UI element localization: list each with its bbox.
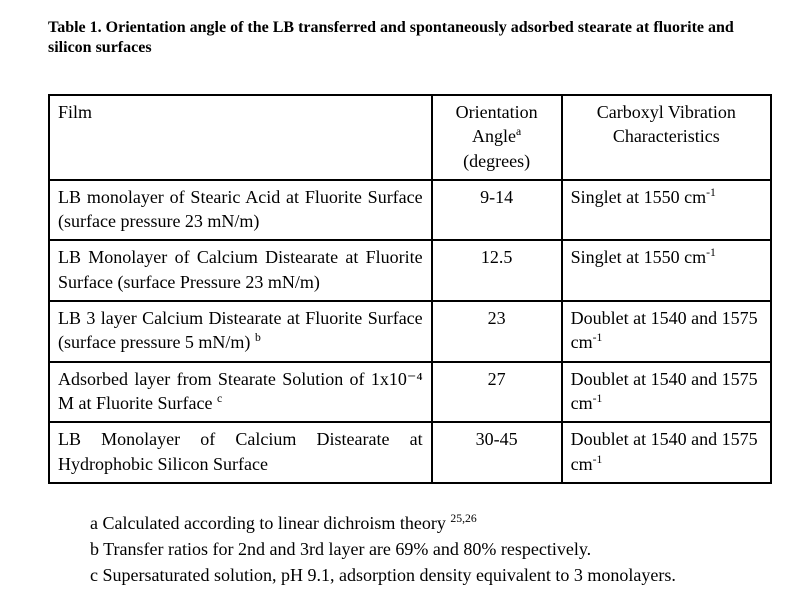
cell-film: LB 3 layer Calcium Distearate at Fluorit… [49,301,432,362]
cell-film: LB monolayer of Stearic Acid at Fluorite… [49,180,432,241]
header-angle-l2: Angle [472,126,516,146]
table-row: Adsorbed layer from Stearate Solution of… [49,362,771,423]
header-carb: Carboxyl Vibration Characteristics [562,95,771,180]
cell-angle: 23 [432,301,562,362]
header-carb-l1: Carboxyl Vibration [597,102,736,122]
cell-angle: 9-14 [432,180,562,241]
cell-angle: 30-45 [432,422,562,483]
header-film-text: Film [58,102,92,122]
cell-carb: Doublet at 1540 and 1575 cm-1 [562,301,771,362]
table-header-row: Film Orientation Anglea (degrees) Carbox… [49,95,771,180]
table-row: LB monolayer of Stearic Acid at Fluorite… [49,180,771,241]
cell-film-text: LB monolayer of Stearic Acid at Fluorite… [58,187,423,231]
cell-film: Adsorbed layer from Stearate Solution of… [49,362,432,423]
cell-carb: Doublet at 1540 and 1575 cm-1 [562,422,771,483]
cell-film-text: LB Monolayer of Calcium Distearate at Hy… [58,429,423,473]
footnote-a-text: a Calculated according to linear dichroi… [90,513,450,533]
cell-film: LB Monolayer of Calcium Distearate at Hy… [49,422,432,483]
header-carb-l2: Characteristics [613,126,720,146]
cell-film-text: Adsorbed layer from Stearate Solution of… [58,369,423,413]
footnote-c: c Supersaturated solution, pH 9.1, adsor… [90,562,772,588]
table-row: LB 3 layer Calcium Distearate at Fluorit… [49,301,771,362]
cell-film-sup: c [217,392,222,405]
cell-carb-sup: -1 [593,331,603,344]
cell-angle: 27 [432,362,562,423]
footnote-b: b Transfer ratios for 2nd and 3rd layer … [90,536,772,562]
cell-film-text: LB 3 layer Calcium Distearate at Fluorit… [58,308,423,352]
cell-carb-pre: Singlet at 1550 cm [571,187,706,207]
table-row: LB Monolayer of Calcium Distearate at Hy… [49,422,771,483]
footnote-a: a Calculated according to linear dichroi… [90,510,772,536]
cell-carb-pre: Singlet at 1550 cm [571,247,706,267]
header-angle: Orientation Anglea (degrees) [432,95,562,180]
footnote-a-sup: 25,26 [450,512,476,525]
cell-film-text: LB Monolayer of Calcium Distearate at Fl… [58,247,423,291]
header-angle-sup: a [516,125,521,138]
cell-film: LB Monolayer of Calcium Distearate at Fl… [49,240,432,301]
table-row: LB Monolayer of Calcium Distearate at Fl… [49,240,771,301]
cell-carb-pre: Doublet at 1540 and 1575 cm [571,429,758,473]
cell-angle: 12.5 [432,240,562,301]
cell-carb-pre: Doublet at 1540 and 1575 cm [571,369,758,413]
header-film: Film [49,95,432,180]
footnotes: a Calculated according to linear dichroi… [90,510,772,588]
cell-carb-sup: -1 [706,186,716,199]
header-angle-l3: (degrees) [463,151,530,171]
table-caption: Table 1. Orientation angle of the LB tra… [48,18,772,58]
header-angle-l1: Orientation [456,102,538,122]
cell-film-sup: b [255,331,261,344]
cell-carb-sup: -1 [593,392,603,405]
orientation-table: Film Orientation Anglea (degrees) Carbox… [48,94,772,484]
cell-carb-sup: -1 [593,453,603,466]
cell-carb: Doublet at 1540 and 1575 cm-1 [562,362,771,423]
cell-carb: Singlet at 1550 cm-1 [562,240,771,301]
cell-carb: Singlet at 1550 cm-1 [562,180,771,241]
cell-carb-sup: -1 [706,246,716,259]
